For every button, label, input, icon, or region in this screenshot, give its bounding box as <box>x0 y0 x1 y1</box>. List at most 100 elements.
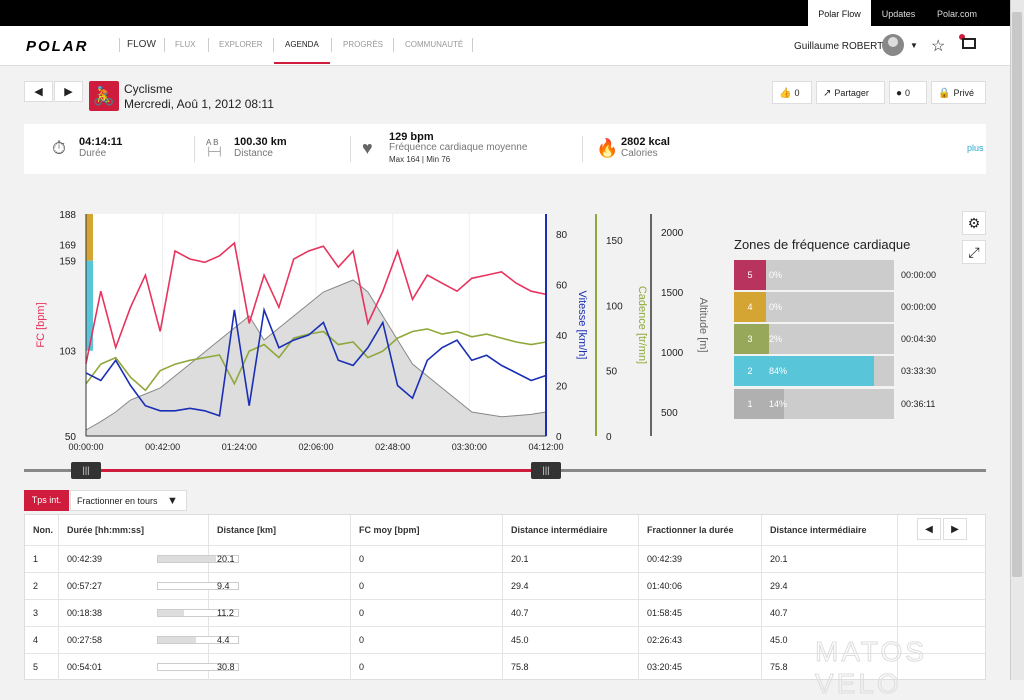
table-row[interactable]: 5 00:54:01 30.8 0 75.8 03:20:45 75.8 <box>25 653 985 680</box>
flow-brand[interactable]: FLOW <box>127 39 156 50</box>
calories-value: 2802 kcal <box>621 136 670 148</box>
table-row[interactable]: 1 00:42:39 20.1 0 20.1 00:42:39 20.1 <box>25 545 985 572</box>
sport-title: Cyclisme <box>124 82 173 96</box>
zone-percent: 0% <box>769 302 783 312</box>
column-header[interactable]: Non. <box>25 515 59 545</box>
altitude-tick-label: 2000 <box>661 228 684 239</box>
star-icon[interactable]: ☆ <box>931 38 946 55</box>
next-session-button[interactable]: ▶ <box>54 81 83 102</box>
nav-item-agenda[interactable]: AGENDA <box>285 40 319 49</box>
column-header[interactable]: Distance intermédiaire <box>762 515 898 545</box>
split-mode-value: Fractionner en tours <box>77 496 158 506</box>
cadence-tick-label: 0 <box>606 432 612 443</box>
scrollbar-thumb[interactable] <box>1012 12 1022 577</box>
cell-value: 75.8 <box>770 662 788 672</box>
range-selection[interactable] <box>86 469 546 472</box>
nav-item-communaute[interactable]: COMMUNAUTÉ <box>405 40 464 49</box>
cell-value: 5 <box>33 662 39 672</box>
duration-label: Durée <box>79 148 107 159</box>
like-button[interactable]: 👍 0 <box>772 81 812 104</box>
cell-value: 40.7 <box>770 608 788 618</box>
nav-divider <box>472 38 473 52</box>
chevron-down-icon[interactable]: ▼ <box>910 41 918 50</box>
message-icon[interactable] <box>962 38 976 49</box>
table-cell: 1 <box>25 546 59 572</box>
zone-time: 00:00:00 <box>901 270 937 280</box>
heart-icon: ♥ <box>362 138 373 158</box>
heart-rate-value: 129 bpm <box>389 131 434 143</box>
hr-tick-label: 169 <box>59 241 76 252</box>
cell-value: 30.8 <box>217 662 235 672</box>
cell-value: 02:26:43 <box>647 635 683 645</box>
split-mode-select[interactable]: Fractionner en tours ▼ <box>70 490 187 511</box>
arrow-right-icon: ▶ <box>951 524 959 535</box>
polar-logo[interactable]: POLAR <box>26 38 89 55</box>
table-cell: 01:40:06 <box>639 573 762 599</box>
comment-button[interactable]: ● 0 <box>889 81 927 104</box>
column-header[interactable]: Distance intermédiaire <box>503 515 639 545</box>
table-row[interactable]: 4 00:27:58 4.4 0 45.0 02:26:43 45.0 <box>25 626 985 653</box>
speed-axis-label: Vitesse [km/h] <box>576 291 588 360</box>
table-cell: 3 <box>25 600 59 626</box>
activity-chart[interactable]: 188 169 159 103 50 FC [bpm] 80 60 40 20 0 Vitesse [… <box>24 200 714 460</box>
hr-tick-label: 188 <box>59 210 76 221</box>
cell-value: 03:20:45 <box>647 662 683 672</box>
share-label: Partager <box>834 88 869 98</box>
chart-settings-button[interactable]: ⚙ <box>962 211 986 235</box>
cell-value: 01:58:45 <box>647 608 683 618</box>
zone-row-3: 3 2% <box>734 324 894 354</box>
nav-item-explorer[interactable]: EXPLORER <box>219 40 263 49</box>
range-handle-end[interactable]: ||| <box>531 462 561 479</box>
series-cadence <box>85 328 547 392</box>
series-altitude <box>85 279 547 437</box>
tab-polar-com[interactable]: Polar.com <box>936 9 978 19</box>
zone-time: 03:33:30 <box>901 366 937 376</box>
range-handle-start[interactable]: ||| <box>71 462 101 479</box>
lock-icon: 🔒 <box>938 88 951 99</box>
duration-bar-fill <box>158 610 184 616</box>
table-cell: 4.4 <box>209 627 351 653</box>
column-header[interactable]: FC moy [bpm] <box>351 515 503 545</box>
altitude-tick-label: 1500 <box>661 288 684 299</box>
speed-tick-label: 80 <box>556 230 568 241</box>
nav-item-flux[interactable]: FLUX <box>175 40 196 49</box>
table-next-button[interactable]: ▶ <box>943 518 967 540</box>
distance-label: Distance <box>234 148 273 159</box>
privacy-button[interactable]: 🔒 Privé <box>931 81 986 104</box>
nav-item-progres[interactable]: PROGRÈS <box>343 40 384 49</box>
table-cell: 30.8 <box>209 654 351 680</box>
notification-dot-icon <box>959 34 965 40</box>
hr-tick-label: 103 <box>59 347 76 358</box>
column-header[interactable]: Fractionner la durée <box>639 515 762 545</box>
previous-session-button[interactable]: ◀ <box>24 81 53 102</box>
table-prev-button[interactable]: ◀ <box>917 518 941 540</box>
arrow-left-icon: ◀ <box>34 86 43 98</box>
hr-tick-label: 50 <box>65 432 77 443</box>
calories-label: Calories <box>621 148 658 159</box>
column-header[interactable]: Distance [km] <box>209 515 351 545</box>
cadence-tick-label: 150 <box>606 236 623 247</box>
avatar[interactable] <box>882 34 904 56</box>
zone-percent: 84% <box>769 366 788 376</box>
duration-bar-fill <box>158 637 197 643</box>
x-tick-label: 02:48:00 <box>375 442 410 452</box>
table-row[interactable]: 2 00:57:27 9.4 0 29.4 01:40:06 29.4 <box>25 572 985 599</box>
tab-intervals[interactable]: Tps int. <box>24 490 69 511</box>
fullscreen-button[interactable]: ⤢ <box>962 240 986 264</box>
cell-value: 45.0 <box>770 635 788 645</box>
tab-updates[interactable]: Updates <box>881 9 916 19</box>
table-cell <box>898 546 985 572</box>
share-button[interactable]: ↗ Partager <box>816 81 885 104</box>
cell-value: 3 <box>33 608 39 618</box>
user-name[interactable]: Guillaume ROBERT <box>794 41 884 52</box>
column-header[interactable]: Durée [hh:mm:ss] <box>59 515 209 545</box>
more-link[interactable]: plus <box>967 143 984 153</box>
table-cell: 02:26:43 <box>639 627 762 653</box>
stopwatch-icon: ⏱ <box>52 138 67 158</box>
hr-tick-label: 159 <box>59 257 76 268</box>
table-cell: 00:57:27 <box>59 573 239 599</box>
tab-polar-flow[interactable]: Polar Flow <box>808 0 871 26</box>
cell-value: 20.1 <box>511 554 529 564</box>
table-row[interactable]: 3 00:18:38 11.2 0 40.7 01:58:45 40.7 <box>25 599 985 626</box>
zone-number: 2 <box>734 356 766 386</box>
